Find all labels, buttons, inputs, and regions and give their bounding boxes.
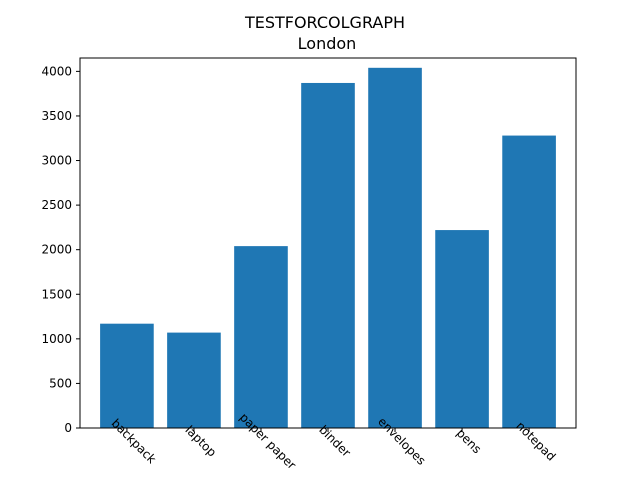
bar-paper-paper bbox=[234, 246, 288, 428]
plot-frame bbox=[79, 57, 577, 429]
y-tick-label: 2000 bbox=[41, 243, 72, 257]
y-tick-label: 500 bbox=[49, 376, 72, 390]
y-tick-label: 0 bbox=[64, 421, 72, 435]
chart-title: TESTFORCOLGRAPH bbox=[244, 13, 405, 32]
chart-subtitle: London bbox=[298, 34, 357, 53]
y-tick-label: 4000 bbox=[41, 64, 72, 78]
bar-envelopes bbox=[368, 67, 422, 429]
y-tick-label: 2500 bbox=[41, 198, 72, 212]
x-tick-label-pens: pens bbox=[454, 426, 484, 456]
bar-notepad bbox=[502, 135, 556, 428]
bar-pens bbox=[435, 230, 489, 428]
y-tick-label: 3500 bbox=[41, 109, 72, 123]
y-tick-label: 1500 bbox=[41, 287, 72, 301]
y-tick-label: 1000 bbox=[41, 332, 72, 346]
bar-laptop bbox=[167, 332, 221, 428]
y-tick-label: 3000 bbox=[41, 154, 72, 168]
bars-group bbox=[100, 67, 556, 429]
bar-backpack bbox=[100, 323, 154, 428]
bar-binder bbox=[301, 82, 355, 428]
y-axis: 0 500 1000 1500 2000 2500 3000 3500 4000 bbox=[41, 64, 80, 435]
